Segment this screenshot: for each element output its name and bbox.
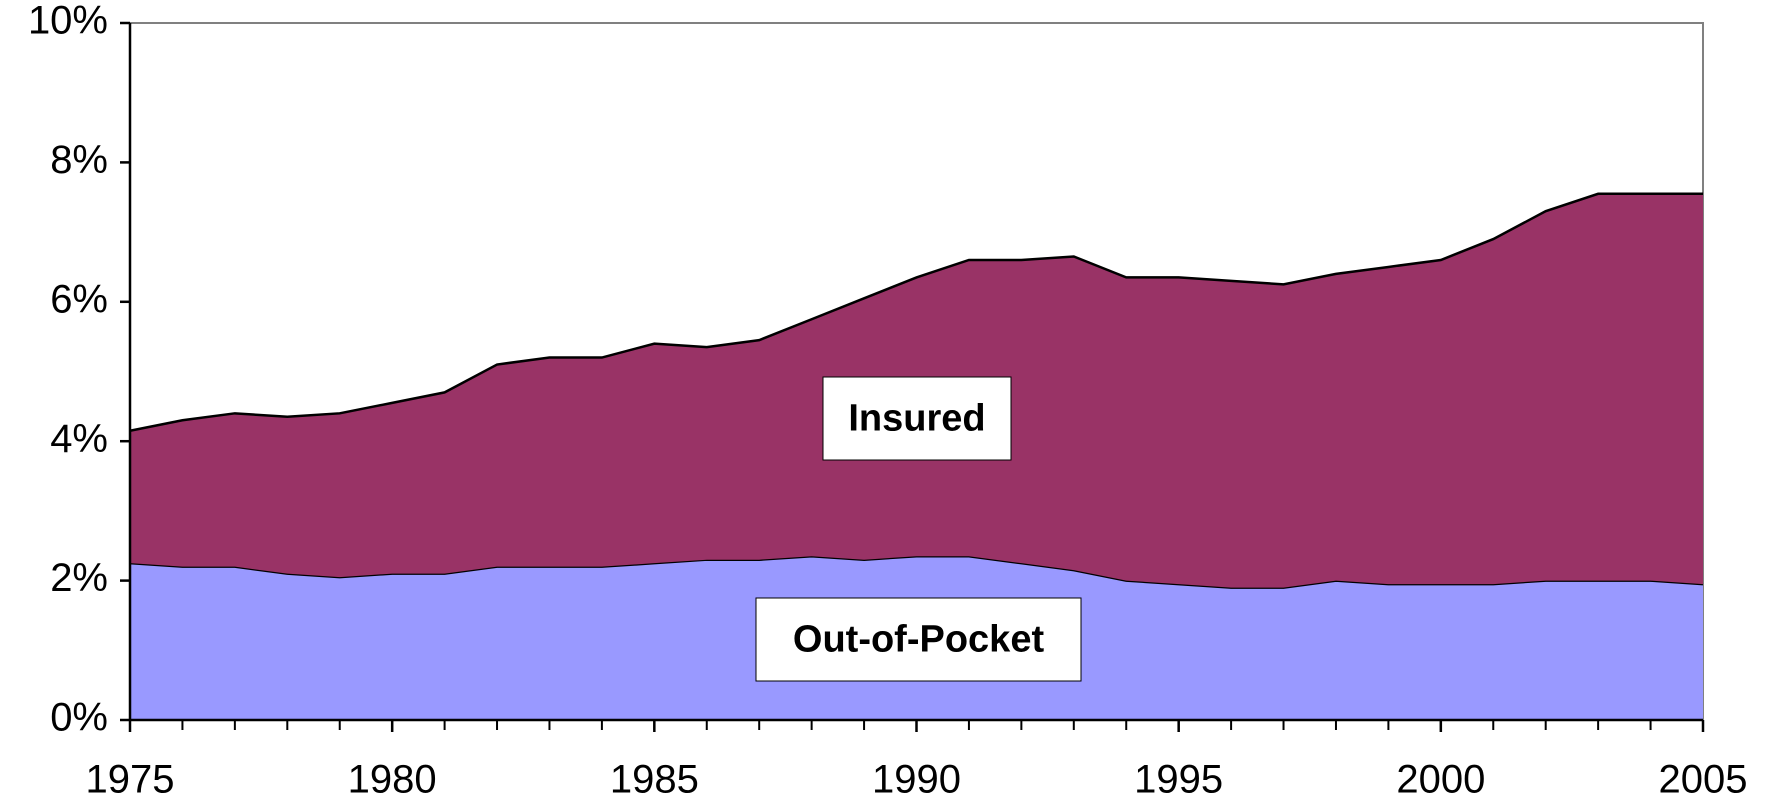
x-tick-label: 1990 bbox=[872, 758, 961, 802]
x-tick-label: 1975 bbox=[86, 758, 175, 802]
area-edge bbox=[129, 192, 1703, 432]
y-tick-label: 6% bbox=[50, 277, 108, 321]
label-box bbox=[822, 376, 1012, 461]
y-tick-label: 10% bbox=[28, 0, 108, 43]
x-tick-label: 2005 bbox=[1659, 758, 1748, 802]
x-tick-label: 2000 bbox=[1396, 758, 1485, 802]
y-tick-label: 4% bbox=[50, 417, 108, 461]
series-label: Out-of-Pocket bbox=[793, 619, 1045, 661]
y-tick-label: 0% bbox=[50, 696, 108, 740]
x-tick-label: 1985 bbox=[610, 758, 699, 802]
label-box bbox=[755, 597, 1082, 682]
x-tick-label: 1995 bbox=[1134, 758, 1223, 802]
y-tick-label: 8% bbox=[50, 138, 108, 182]
x-tick-label: 1980 bbox=[348, 758, 437, 802]
series-label: Insured bbox=[848, 398, 985, 440]
y-tick-label: 2% bbox=[50, 556, 108, 600]
